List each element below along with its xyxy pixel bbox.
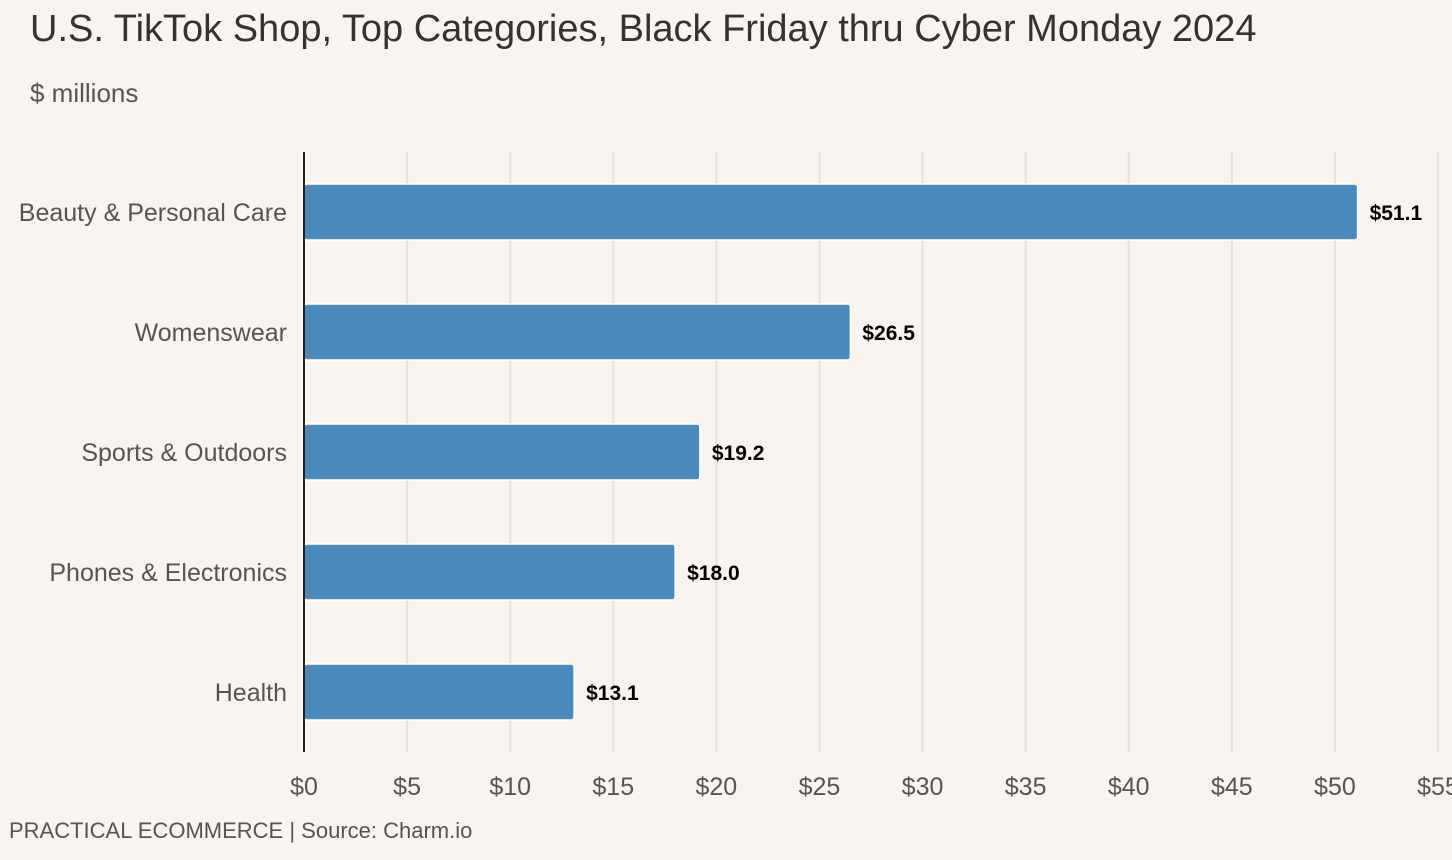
x-tick-label: $5 (393, 773, 421, 801)
category-label: Sports & Outdoors (81, 439, 287, 467)
x-tick-label: $0 (290, 773, 318, 801)
category-label: Beauty & Personal Care (19, 199, 287, 227)
x-tick-label: $40 (1108, 773, 1150, 801)
footer-brand: PRACTICAL ECOMMERCE (9, 818, 284, 843)
grid-lines (406, 152, 1439, 752)
x-tick-label: $15 (592, 773, 634, 801)
category-label: Phones & Electronics (49, 559, 287, 587)
category-label: Womenswear (135, 319, 287, 347)
bar (303, 423, 701, 481)
category-labels: Beauty & Personal Care Womenswear Sports &… (19, 199, 287, 707)
chart-subtitle: $ millions (30, 78, 139, 108)
bar (303, 183, 1359, 241)
bar (303, 303, 852, 361)
value-label: $51.1 (1370, 202, 1423, 225)
x-tick-label: $50 (1314, 773, 1356, 801)
x-tick-label: $20 (696, 773, 738, 801)
footer-source: Source: Charm.io (301, 818, 473, 843)
x-tick-label: $30 (902, 773, 944, 801)
footer-separator: | (283, 818, 302, 843)
x-tick-label: $55 (1417, 773, 1452, 801)
value-label: $13.1 (586, 682, 639, 705)
x-tick-label: $35 (1005, 773, 1047, 801)
footer: PRACTICAL ECOMMERCE | Source: Charm.io (9, 818, 472, 844)
x-tick-label: $25 (799, 773, 841, 801)
value-label: $19.2 (712, 442, 765, 465)
chart-title: U.S. TikTok Shop, Top Categories, Black … (30, 8, 1257, 50)
value-labels: $51.1 $26.5 $19.2 $18.0 $13.1 (586, 202, 1422, 705)
x-tick-label: $10 (489, 773, 531, 801)
bar (303, 663, 575, 721)
bars (303, 183, 1359, 721)
bar (303, 543, 676, 601)
x-tick-label: $45 (1211, 773, 1253, 801)
value-label: $26.5 (862, 322, 915, 345)
value-label: $18.0 (687, 562, 740, 585)
x-tick-labels: $0 $5 $10 $15 $20 $25 $30 $35 $40 $45 $50 $55 (290, 773, 1452, 801)
category-label: Health (215, 679, 287, 707)
